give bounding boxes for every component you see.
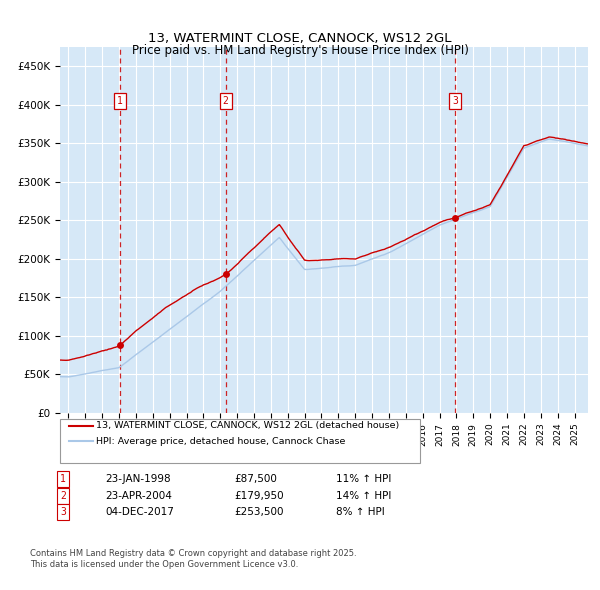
Text: 23-JAN-1998: 23-JAN-1998: [105, 474, 170, 484]
Text: Contains HM Land Registry data © Crown copyright and database right 2025.: Contains HM Land Registry data © Crown c…: [30, 549, 356, 558]
Text: £87,500: £87,500: [234, 474, 277, 484]
Text: £179,950: £179,950: [234, 491, 284, 500]
Text: 8% ↑ HPI: 8% ↑ HPI: [336, 507, 385, 517]
Text: 11% ↑ HPI: 11% ↑ HPI: [336, 474, 391, 484]
Text: This data is licensed under the Open Government Licence v3.0.: This data is licensed under the Open Gov…: [30, 560, 298, 569]
Text: 14% ↑ HPI: 14% ↑ HPI: [336, 491, 391, 500]
Text: Price paid vs. HM Land Registry's House Price Index (HPI): Price paid vs. HM Land Registry's House …: [131, 44, 469, 57]
Text: 04-DEC-2017: 04-DEC-2017: [105, 507, 174, 517]
Text: 2: 2: [60, 491, 66, 500]
Text: 1: 1: [60, 474, 66, 484]
Text: 1: 1: [117, 96, 123, 106]
Text: 23-APR-2004: 23-APR-2004: [105, 491, 172, 500]
Text: HPI: Average price, detached house, Cannock Chase: HPI: Average price, detached house, Cann…: [96, 437, 346, 446]
Text: 13, WATERMINT CLOSE, CANNOCK, WS12 2GL (detached house): 13, WATERMINT CLOSE, CANNOCK, WS12 2GL (…: [96, 421, 399, 431]
Text: 3: 3: [452, 96, 458, 106]
Text: 13, WATERMINT CLOSE, CANNOCK, WS12 2GL: 13, WATERMINT CLOSE, CANNOCK, WS12 2GL: [148, 32, 452, 45]
Text: 3: 3: [60, 507, 66, 517]
Text: 2: 2: [223, 96, 229, 106]
Text: £253,500: £253,500: [234, 507, 284, 517]
